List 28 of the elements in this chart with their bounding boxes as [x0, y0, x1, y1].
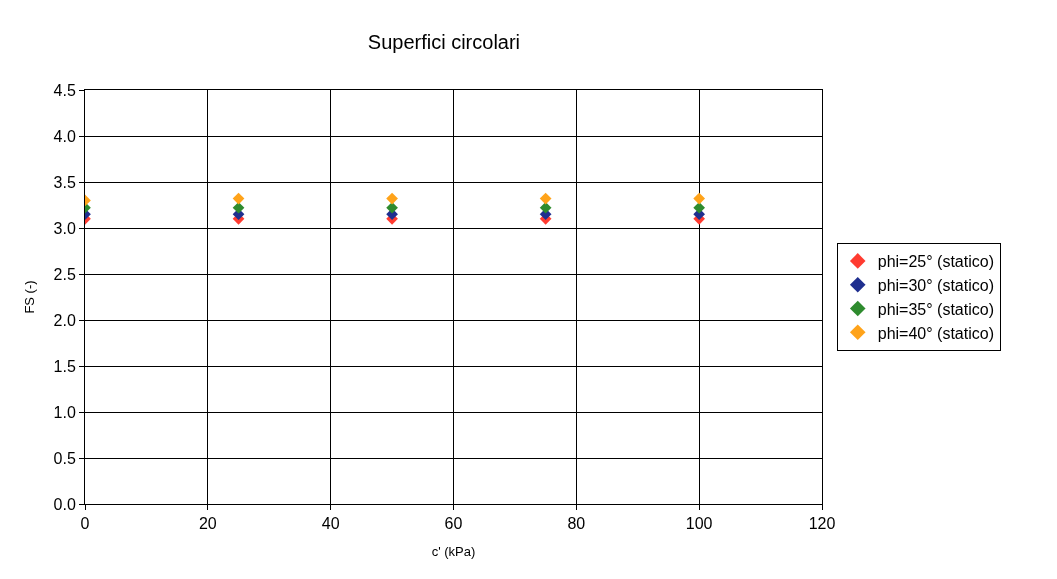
y-axis-title: FS (-): [22, 280, 38, 314]
chart-title: Superfici circolari: [367, 30, 521, 53]
y-tick-label: 0.0: [53, 495, 76, 513]
y-tick-label: 2.0: [53, 311, 76, 329]
y-tick-label: 4.5: [53, 81, 76, 99]
legend-label: phi=40° (statico): [877, 324, 994, 342]
x-tick-label: 120: [808, 515, 836, 533]
point: [232, 192, 245, 205]
x-tick-label: 40: [321, 515, 340, 533]
x-axis-title: c' (kPa): [431, 543, 476, 559]
y-tick-label: 2.5: [53, 265, 76, 283]
legend-label: phi=25° (statico): [877, 253, 994, 271]
y-tick-label: 3.5: [53, 173, 76, 191]
x-tick-label: 60: [444, 515, 463, 533]
x-tick-label: 100: [685, 515, 713, 533]
y-tick-label: 4.0: [53, 127, 76, 145]
y-tick-label: 1.5: [53, 357, 76, 375]
x-tick-label: 80: [567, 515, 586, 533]
point: [693, 192, 706, 205]
point: [386, 192, 398, 205]
point: [539, 192, 552, 205]
legend-label: phi=35° (statico): [877, 300, 994, 318]
x-tick-label: 20: [198, 515, 217, 533]
legend-label: phi=30° (statico): [877, 276, 994, 294]
y-tick-label: 3.0: [53, 219, 76, 237]
y-tick-label: 0.5: [53, 449, 76, 467]
y-tick-label: 1.0: [53, 403, 76, 421]
x-tick-label: 0: [80, 515, 90, 533]
